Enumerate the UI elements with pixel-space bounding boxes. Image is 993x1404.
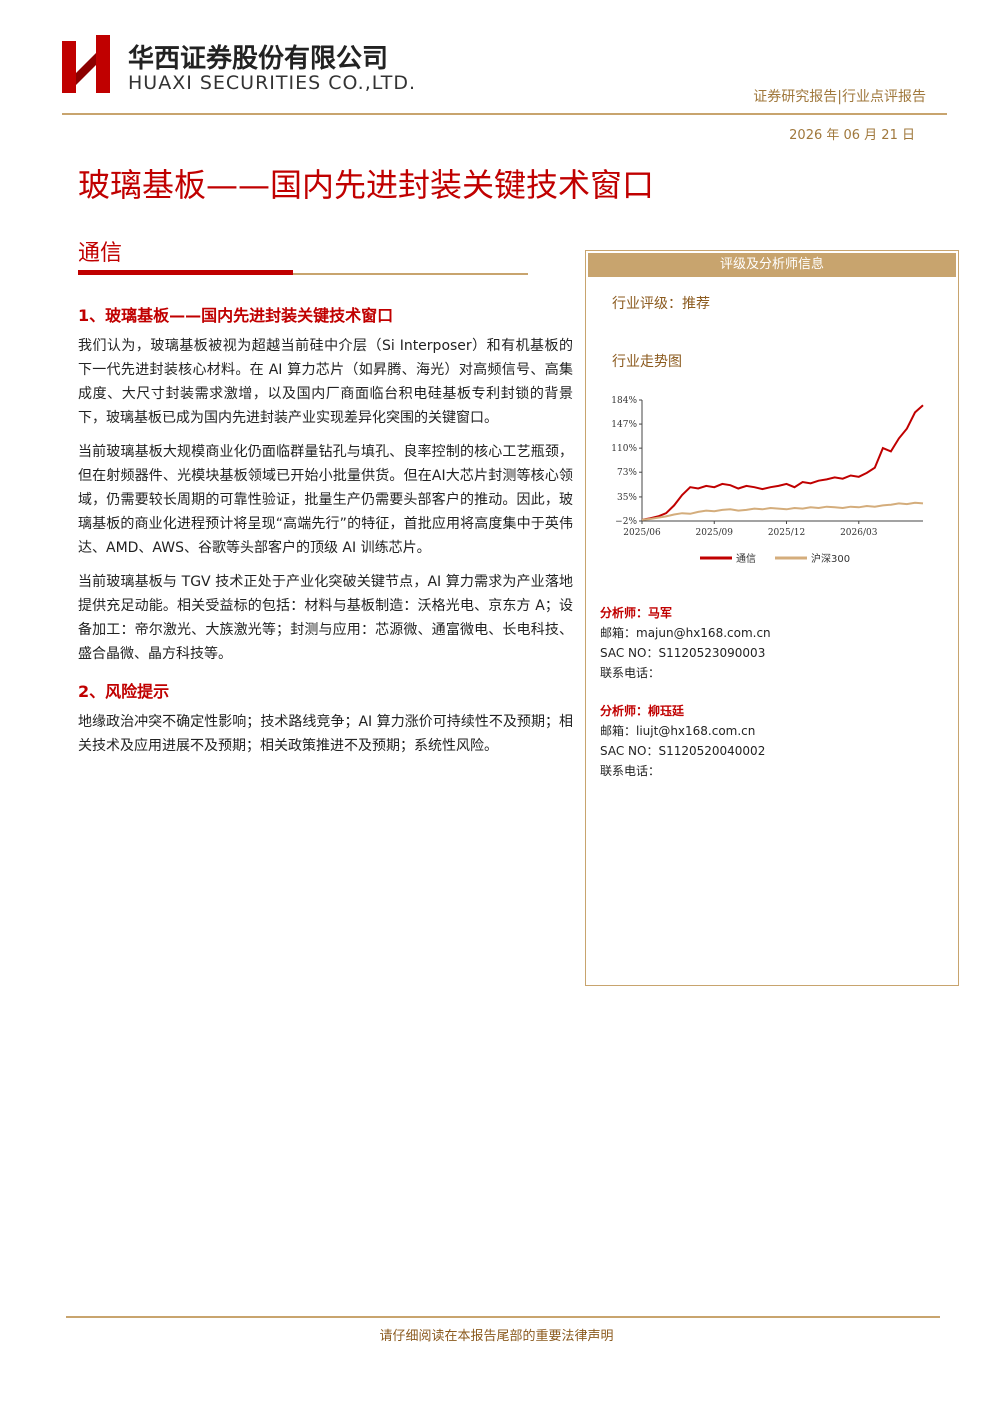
footer-rule: [66, 1316, 940, 1318]
paragraph: 当前玻璃基板与 TGV 技术正处于产业化突破关键节点，AI 算力需求为产业落地提…: [78, 574, 573, 662]
x-tick-label: 2026/03: [840, 528, 878, 538]
analyst: 分析师：马军邮箱：majun@hx168.com.cn SAC NO：S11205…: [600, 603, 940, 683]
analyst-sac: SAC NO：S1120520040002: [600, 744, 766, 758]
company-en: HUAXI SECURITIES CO.,LTD.: [128, 72, 416, 94]
main-text: 1、玻璃基板——国内先进封装关键技术窗口我们认为，玻璃基板被视为超越当前硅中介层…: [78, 290, 573, 768]
analyst-name: 分析师：马军: [600, 606, 673, 620]
section-heading: 1、玻璃基板——国内先进封装关键技术窗口: [78, 306, 394, 325]
industry-bar: [78, 270, 293, 275]
analysts: 分析师：马军邮箱：majun@hx168.com.cn SAC NO：S11205…: [600, 603, 940, 799]
logo: [62, 35, 110, 93]
x-tick-label: 2025/12: [768, 528, 805, 538]
report-type: 证券研究报告|行业点评报告: [753, 89, 926, 105]
y-tick-label: 73%: [617, 468, 637, 478]
y-tick-label: 35%: [617, 493, 637, 503]
industry: 通信: [78, 241, 123, 266]
analyst-phone: 联系电话：: [600, 764, 661, 778]
series-line: [641, 501, 924, 521]
header-rule: [62, 113, 947, 115]
date: 2026 年 06 月 21 日: [789, 128, 915, 143]
sidebar-title: 评级及分析师信息: [588, 253, 956, 277]
legend-label: 通信: [736, 553, 756, 565]
analyst-email: 邮箱：liujt@hx168.com.cn: [600, 724, 756, 738]
paragraph: 我们认为，玻璃基板被视为超越当前硅中介层（Si Interposer）和有机基板…: [78, 338, 573, 426]
section-heading: 2、风险提示: [78, 682, 170, 701]
y-tick-label: −2%: [615, 517, 637, 527]
footer: 请仔细阅读在本报告尾部的重要法律声明: [379, 1329, 614, 1344]
rating: 行业评级：推荐: [612, 296, 710, 312]
analyst-name: 分析师：柳珏廷: [600, 704, 685, 718]
x-tick-label: 2025/09: [696, 528, 734, 538]
x-tick-label: 2025/06: [623, 528, 661, 538]
title: 玻璃基板——国内先进封装关键技术窗口: [78, 166, 655, 204]
industry-rule: [293, 273, 528, 275]
trend-chart: −2% 35% 73% 110% 147% 184% 2025/06 2025/09 2025/…: [611, 396, 924, 565]
analyst-email: 邮箱：majun@hx168.com.cn: [600, 626, 771, 640]
analyst-sac: SAC NO：S1120523090003: [600, 646, 766, 660]
analyst: 分析师：柳珏廷邮箱：liujt@hx168.com.cn SAC NO：S1120…: [600, 701, 940, 781]
y-tick-label: 184%: [611, 396, 637, 406]
legend-label: 沪深300: [811, 552, 850, 565]
chart-title: 行业走势图: [612, 354, 682, 370]
analyst-phone: 联系电话：: [600, 666, 661, 680]
paragraph: 当前玻璃基板大规模商业化仍面临群量钻孔与填孔、良率控制的核心工艺瓶颈，但在射频器…: [78, 444, 573, 556]
company-cn: 华西证券股份有限公司: [128, 44, 389, 74]
paragraph: 地缘政治冲突不确定性影响；技术路线竞争；AI 算力涨价可持续性不及预期；相关技术…: [78, 714, 573, 754]
y-tick-label: 147%: [611, 420, 637, 430]
sidebar: 评级及分析师信息 行业评级：推荐 行业走势图 分析师：马军邮箱：majun@hx…: [585, 250, 959, 986]
series-line: [641, 404, 924, 521]
y-tick-label: 110%: [611, 444, 637, 454]
